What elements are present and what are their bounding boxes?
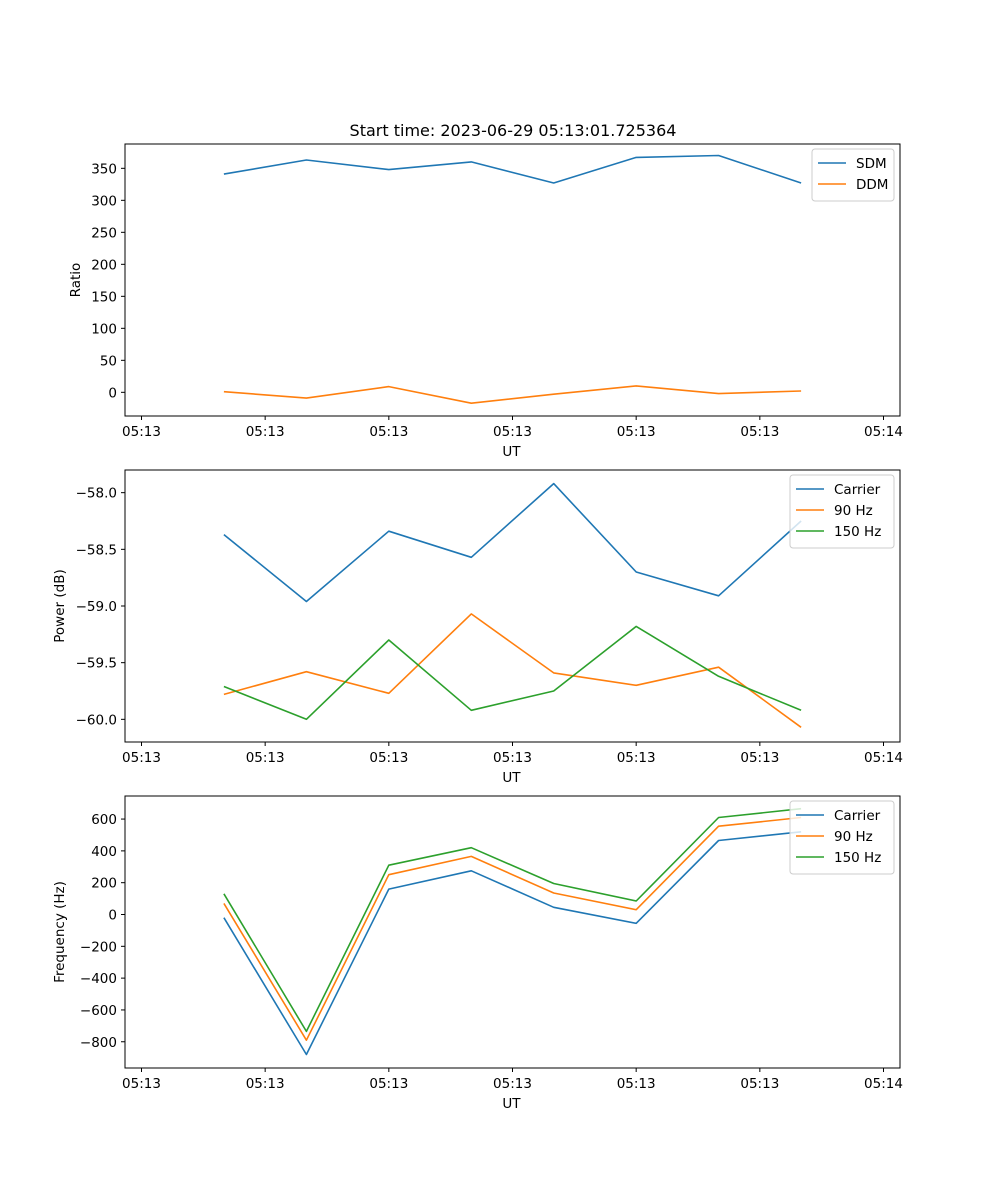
legend-entry-label: Carrier [834,482,881,498]
legend-entry-label: DDM [856,177,888,193]
legend-box [811,148,895,202]
x-tick-label: 05:14 [864,750,903,766]
figure-title: Start time: 2023-06-29 05:13:01.725364 [350,121,677,140]
y-tick-label: −58.0 [76,486,117,502]
y-tick-label: 200 [91,257,117,273]
legend-box [789,800,895,875]
series-line-carrier [223,831,802,1056]
x-tick-label: 05:13 [617,750,656,766]
y-tick-label: −59.0 [76,599,117,615]
y-tick-label: −800 [80,1035,117,1051]
x-tick-label: 05:13 [246,424,285,440]
legend-entry-label: 90 Hz [834,829,873,845]
x-tick-label: 05:13 [493,750,532,766]
series-line-90-hz [223,816,802,1041]
y-tick-label: 600 [91,812,117,828]
x-tick-label: 05:13 [122,1076,161,1092]
y-tick-label: −59.5 [76,656,117,672]
y-axis-label: Ratio [68,263,84,298]
legend: Carrier 90 Hz 150 Hz [789,474,895,549]
x-tick-label: 05:13 [493,424,532,440]
x-axis-label: UT [502,770,521,786]
y-tick-label: 50 [100,353,117,369]
y-tick-label: −400 [80,971,117,987]
y-tick-label: 0 [108,908,117,924]
x-tick-label: 05:13 [246,750,285,766]
y-tick-label: 150 [91,289,117,305]
y-tick-label: 250 [91,225,117,241]
subplots-container: 05:13 05:13 05:13 05:13 05:13 05:13 05:14 0 50 10… [52,143,903,1112]
subplot-3: 05:13 05:13 05:13 05:13 05:13 05:13 05:14 −800 −… [52,795,903,1112]
y-tick-label: 300 [91,193,117,209]
x-tick-label: 05:13 [246,1076,285,1092]
series-line-carrier [223,482,802,603]
legend-entry-label: 90 Hz [834,503,873,519]
x-axis-label: UT [502,1096,521,1112]
series-line-ddm [223,385,802,405]
legend-entry-label: SDM [856,156,887,172]
x-tick-label: 05:13 [617,1076,656,1092]
x-tick-label: 05:14 [864,1076,903,1092]
subplot-2: 05:13 05:13 05:13 05:13 05:13 05:13 05:14 −60.0… [52,469,903,786]
y-tick-label: 100 [91,321,117,337]
legend-entry-label: 150 Hz [834,524,881,540]
subplot-1: 05:13 05:13 05:13 05:13 05:13 05:13 05:14 0 50 10… [68,143,903,460]
x-tick-label: 05:13 [369,424,408,440]
series-line-150-hz [223,625,802,721]
series-line-sdm [223,154,802,184]
legend-entry-label: Carrier [834,808,881,824]
y-tick-label: 200 [91,876,117,892]
series-line-150-hz [223,807,802,1033]
x-axis-label: UT [502,444,521,460]
legend: SDM DDM [811,148,895,202]
x-tick-label: 05:13 [493,1076,532,1092]
legend-box [789,474,895,549]
x-tick-label: 05:13 [740,1076,779,1092]
x-tick-label: 05:13 [122,424,161,440]
y-tick-label: 400 [91,844,117,860]
y-axis-label: Frequency (Hz) [52,881,68,983]
series-line-90-hz [223,613,802,728]
x-tick-label: 05:14 [864,424,903,440]
y-axis-label: Power (dB) [52,569,68,642]
x-tick-label: 05:13 [617,424,656,440]
y-tick-label: 0 [108,385,117,401]
x-tick-label: 05:13 [369,750,408,766]
x-tick-label: 05:13 [740,750,779,766]
y-tick-label: −60.0 [76,712,117,728]
legend-entry-label: 150 Hz [834,850,881,866]
x-tick-label: 05:13 [740,424,779,440]
x-tick-label: 05:13 [369,1076,408,1092]
y-tick-label: −58.5 [76,542,117,558]
y-tick-label: −200 [80,939,117,955]
legend: Carrier 90 Hz 150 Hz [789,800,895,875]
y-tick-label: −600 [80,1003,117,1019]
x-tick-label: 05:13 [122,750,161,766]
y-tick-label: 350 [91,161,117,177]
